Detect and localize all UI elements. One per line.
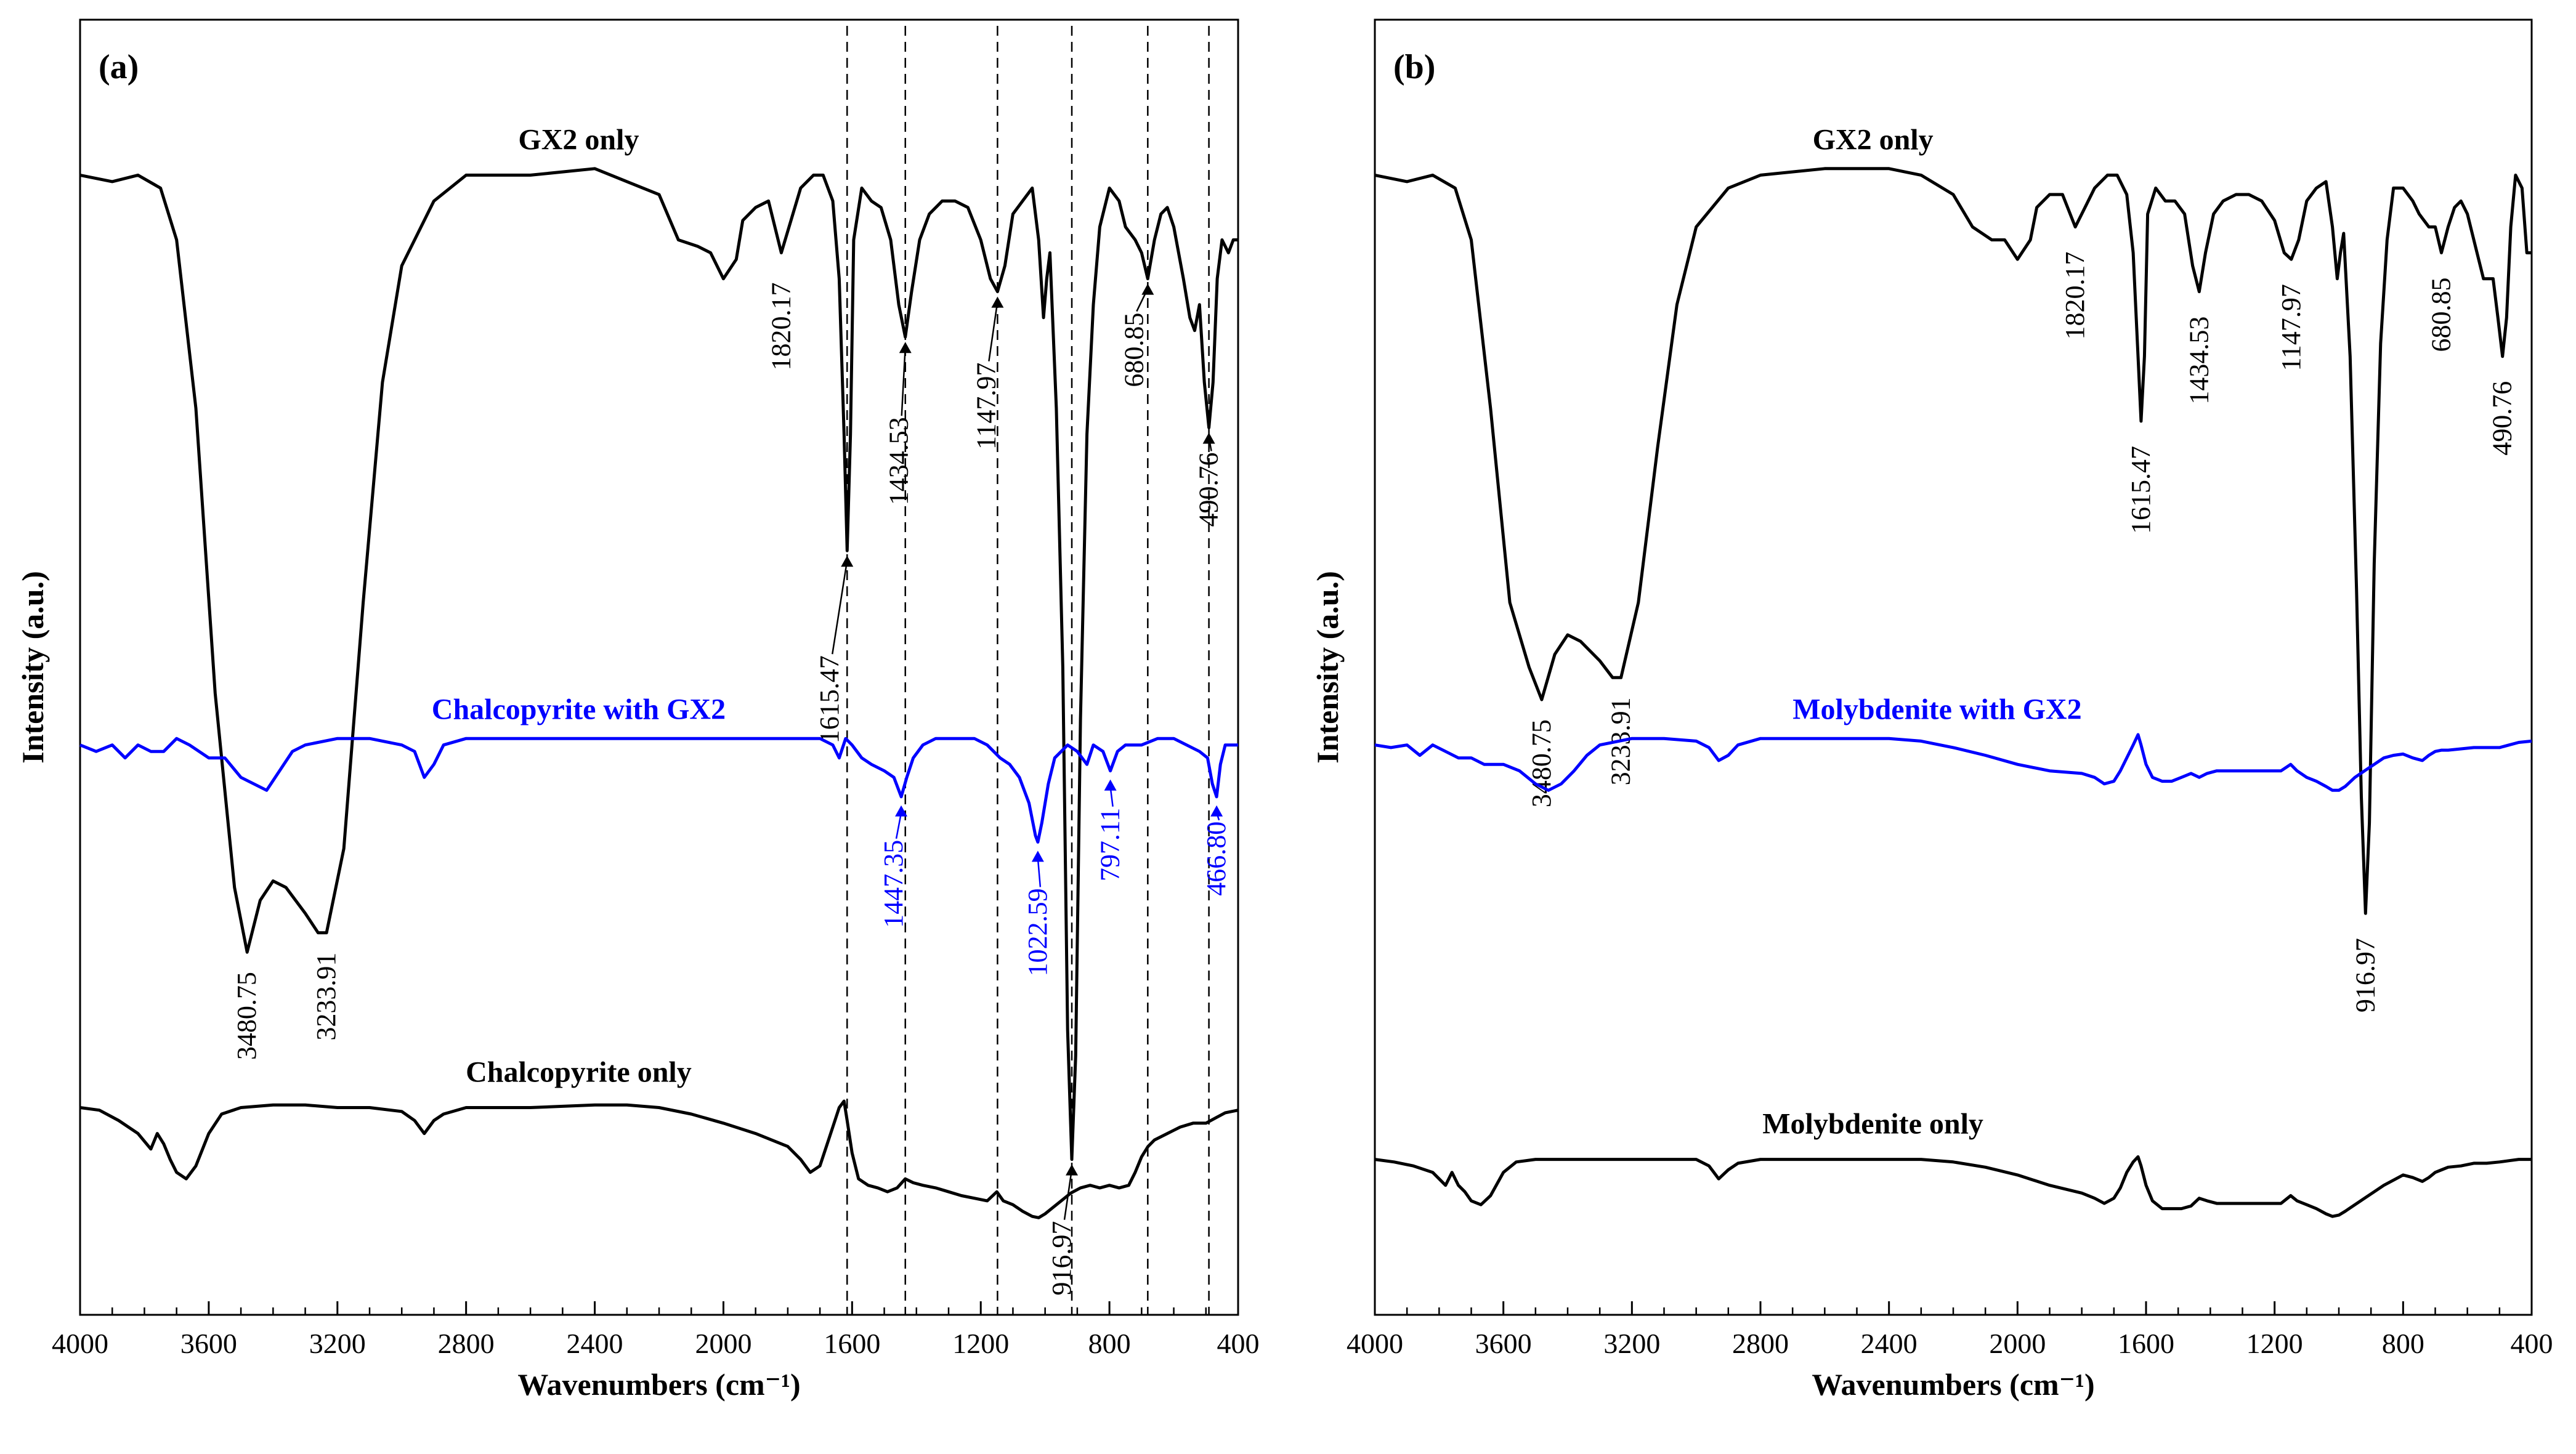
peak-arrowhead	[1203, 432, 1215, 443]
panel-b: 4000 3600 3200 2800 2400 2000 1600 1200 800 400 Wa…	[1310, 20, 2553, 1402]
x-tick-label: 1600	[824, 1328, 880, 1359]
peak-label: 490.76	[1194, 452, 1224, 527]
panel-label: (b)	[1393, 48, 1435, 86]
x-tick-label: 4000	[1347, 1328, 1403, 1359]
y-axis-title: Intensity (a.u.)	[1310, 571, 1345, 764]
y-axis-title: Intensity (a.u.)	[15, 571, 50, 764]
peak-arrowhead	[1066, 1165, 1078, 1176]
peak-label: 1820.17	[766, 283, 796, 371]
x-tick-label: 3200	[309, 1328, 366, 1359]
trace-label: Chalcopyrite only	[466, 1056, 692, 1089]
peak-label: 1615.47	[2126, 446, 2156, 534]
peak-arrow	[1038, 858, 1040, 887]
trace-label: Chalcopyrite with GX2	[432, 693, 726, 726]
peak-label: 466.80	[1201, 822, 1231, 896]
peak-label: 1434.53	[2184, 317, 2214, 405]
x-tick-label: 1600	[2118, 1328, 2174, 1359]
x-tick-label: 1200	[2246, 1328, 2303, 1359]
x-tick-label: 2400	[567, 1328, 623, 1359]
peak-label: 1434.53	[884, 417, 914, 505]
peak-label: 1147.97	[2276, 284, 2306, 371]
x-tick-label: 1200	[952, 1328, 1009, 1359]
peak-label: 3233.91	[311, 953, 341, 1041]
peak-arrowhead	[1104, 780, 1117, 791]
peak-arrow	[896, 813, 901, 839]
plot-frame	[80, 20, 1238, 1315]
x-axis-title: Wavenumbers (cm⁻¹)	[1812, 1367, 2094, 1402]
trace-label: GX2 only	[518, 123, 639, 156]
peak-label: 3480.75	[232, 972, 262, 1060]
peak-arrow	[989, 302, 997, 361]
x-axis-title: Wavenumbers (cm⁻¹)	[517, 1367, 800, 1402]
peak-label: 1447.35	[878, 840, 909, 928]
x-tick-label: 2400	[1861, 1328, 1918, 1359]
peak-label: 1147.97	[971, 363, 1001, 450]
spectrum-line	[80, 1101, 1238, 1218]
x-tick-label: 2000	[695, 1328, 751, 1359]
x-tick-label: 2800	[438, 1328, 495, 1359]
peak-label: 797.11	[1095, 808, 1125, 881]
peak-arrowhead	[841, 555, 853, 567]
peak-arrowhead	[1032, 850, 1044, 862]
peak-label: 916.97	[2350, 938, 2380, 1012]
x-tick-label: 800	[1088, 1328, 1131, 1359]
x-tick-label: 3200	[1603, 1328, 1660, 1359]
x-tick-label: 3600	[180, 1328, 237, 1359]
panel-label: (a)	[99, 48, 139, 86]
peak-label: 916.97	[1047, 1221, 1077, 1296]
peak-label: 1615.47	[814, 655, 844, 743]
x-tick-label: 2800	[1732, 1328, 1789, 1359]
peak-arrowhead	[1210, 806, 1223, 817]
x-tick-label: 3600	[1475, 1328, 1532, 1359]
peak-label: 680.85	[2426, 278, 2456, 352]
x-tick-label: 2000	[1989, 1328, 2046, 1359]
peak-arrowhead	[991, 297, 1003, 308]
peak-label: 680.85	[1119, 313, 1149, 387]
x-tick-label: 400	[2511, 1328, 2553, 1359]
peak-label: 1820.17	[2060, 251, 2090, 339]
peak-label: 3480.75	[1526, 719, 1557, 807]
peak-label: 1022.59	[1023, 888, 1053, 976]
peak-label: 490.76	[2487, 381, 2517, 456]
peak-arrowhead	[899, 342, 912, 353]
x-tick-label: 4000	[52, 1328, 108, 1359]
ftir-figure: 4000 3600 3200 2800 2400 2000 1600 1200 800 400 Wa…	[0, 0, 2576, 1454]
peak-arrow	[832, 560, 847, 654]
trace-label: Molybdenite only	[1762, 1108, 1983, 1141]
x-tick-label: 800	[2382, 1328, 2424, 1359]
panel-a: 4000 3600 3200 2800 2400 2000 1600 1200 800 400 Wa…	[15, 20, 1260, 1402]
trace-label: GX2 only	[1813, 123, 1934, 156]
x-tick-label: 400	[1217, 1328, 1260, 1359]
peak-arrowhead	[1141, 284, 1154, 295]
trace-label: Molybdenite with GX2	[1792, 693, 2081, 726]
spectrum-line	[1375, 1157, 2532, 1216]
